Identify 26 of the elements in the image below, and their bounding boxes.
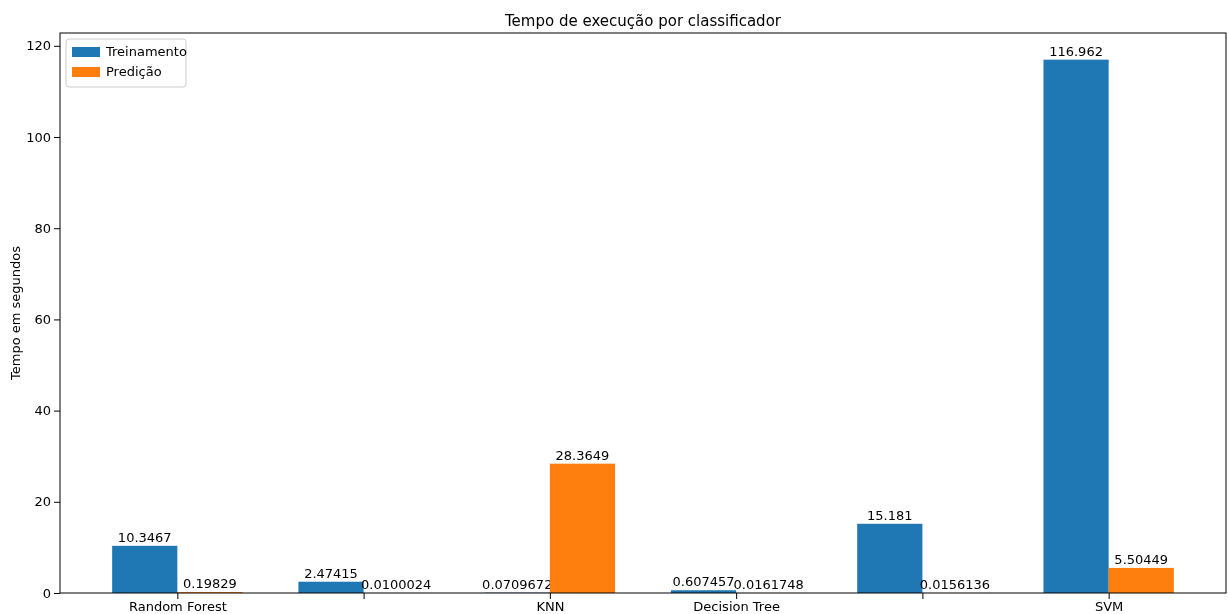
y-tick-label: 120	[26, 38, 51, 54]
data-label: 5.50449	[1114, 551, 1169, 567]
data-label: 0.19829	[183, 576, 237, 592]
data-label: 15.181	[867, 507, 913, 523]
data-label: 28.3649	[555, 447, 610, 463]
data-label: 0.607457	[672, 574, 735, 590]
data-label: 116.962	[1049, 43, 1103, 59]
data-label: 0.0161748	[733, 576, 804, 592]
y-tick-label: 0	[42, 585, 51, 601]
y-tick-label: 100	[26, 129, 51, 145]
legend-label: Treinamento	[105, 44, 187, 59]
x-tick-label: SVM	[1094, 599, 1124, 614]
data-label: 0.0709672	[482, 576, 553, 592]
x-tick-label: Decision Tree	[693, 599, 780, 614]
y-tick-label: 60	[34, 312, 51, 328]
data-label: 10.3467	[117, 529, 172, 545]
data-label: 0.0100024	[361, 576, 432, 592]
x-tick-label: KNN	[536, 599, 565, 614]
y-tick-label: 40	[34, 403, 51, 419]
chart-title: Tempo de execução por classificador	[504, 12, 782, 30]
y-axis-title: Tempo em segundos	[8, 245, 23, 382]
legend-label: Predição	[106, 64, 162, 79]
y-tick-label: 80	[34, 220, 51, 236]
x-tick-label: Random Forest	[128, 599, 227, 614]
data-label: 2.47415	[304, 565, 358, 581]
y-tick-label: 20	[34, 494, 51, 510]
